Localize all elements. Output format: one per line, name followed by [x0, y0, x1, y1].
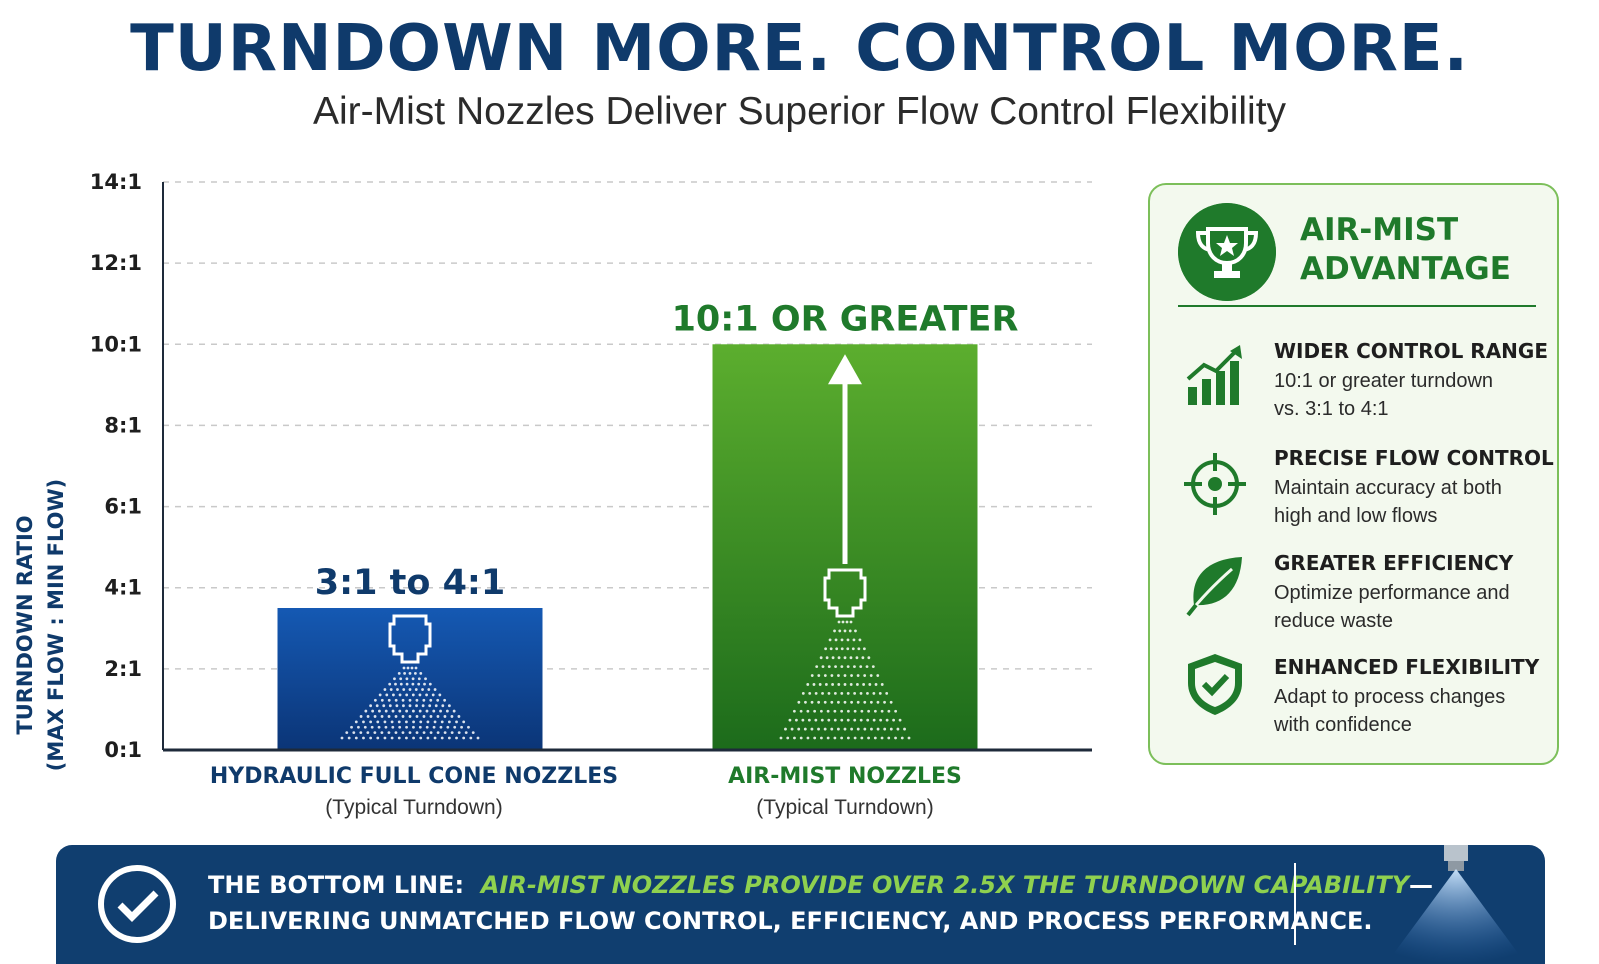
bottom-separator: [1294, 863, 1296, 945]
y-tick-label: 6:1: [104, 495, 142, 519]
feature-desc-flexibility: Adapt to process changes with confidence: [1274, 686, 1506, 736]
y-tick-label: 0:1: [104, 738, 142, 762]
air-mist-advantage-panel: AIR-MIST ADVANTAGE WIDER CONTROL RANGE 1…: [1148, 183, 1559, 765]
bar-hydraulic: [277, 608, 543, 750]
check-circle-icon: [98, 865, 176, 943]
up-arrow-icon: [828, 354, 862, 564]
feature-title-wider-range: WIDER CONTROL RANGE: [1274, 339, 1548, 363]
y-tick-label: 8:1: [104, 413, 142, 437]
x-category-sublabel: (Typical Turndown): [756, 796, 933, 819]
x-category-label: AIR-MIST NOZZLES: [728, 764, 962, 789]
nozzle-spray-icon: [340, 614, 480, 740]
feature-title-flexibility: ENHANCED FLEXIBILITY: [1274, 655, 1540, 679]
feature-title-efficiency: GREATER EFFICIENCY: [1274, 551, 1514, 575]
bottom-line-line2: DELIVERING UNMATCHED FLOW CONTROL, EFFIC…: [208, 907, 1373, 935]
target-icon: [1184, 453, 1246, 515]
feature-title-precise-flow: PRECISE FLOW CONTROL: [1274, 446, 1554, 470]
y-tick-label: 14:1: [90, 170, 142, 194]
panel-divider: [1178, 305, 1536, 307]
y-axis-label-line1: TURNDOWN RATIO: [13, 515, 37, 734]
nozzle-spray-icon: [779, 568, 911, 740]
bottom-line-dash: —: [1408, 871, 1433, 899]
panel-title-line2: ADVANTAGE: [1300, 251, 1511, 287]
y-axis-label-line2: (MAX FLOW : MIN FLOW): [44, 479, 68, 771]
y-tick-label: 2:1: [104, 657, 142, 681]
y-tick-label: 4:1: [104, 576, 142, 600]
bottom-line-banner: THE BOTTOM LINE: AIR-MIST NOZZLES PROVID…: [56, 845, 1545, 964]
y-tick-label: 12:1: [90, 251, 142, 275]
bottom-line-lead: THE BOTTOM LINE:: [208, 871, 465, 899]
feature-desc-precise-flow: Maintain accuracy at both high and low fl…: [1274, 477, 1502, 527]
turndown-bar-chart: 0:1 2:1 4:1 6:1 8:1 10:1 12:1 14:1 3:1 to 4:1 10…: [13, 170, 1092, 819]
x-category-label: HYDRAULIC FULL CONE NOZZLES: [210, 764, 618, 789]
bar-value-label: 3:1 to 4:1: [315, 563, 506, 603]
page-subtitle: Air-Mist Nozzles Deliver Superior Flow C…: [312, 90, 1287, 133]
bar-value-label: 10:1 OR GREATER: [672, 299, 1019, 339]
trophy-icon: [1178, 203, 1276, 301]
leaf-icon: [1186, 557, 1242, 617]
feature-desc-wider-range: 10:1 or greater turndown vs. 3:1 to 4:1: [1274, 370, 1494, 420]
y-tick-label: 10:1: [90, 332, 142, 356]
bottom-line-highlight: AIR-MIST NOZZLES PROVIDE OVER 2.5X THE T…: [480, 871, 1409, 899]
shield-check-icon: [1188, 654, 1242, 715]
page-title: TURNDOWN MORE. CONTROL MORE.: [130, 12, 1469, 86]
growth-chart-icon: [1186, 345, 1242, 405]
spray-nozzle-icon: [1386, 845, 1526, 964]
feature-desc-efficiency: Optimize performance and reduce waste: [1274, 582, 1510, 632]
x-category-sublabel: (Typical Turndown): [325, 796, 502, 819]
bottom-line-text: THE BOTTOM LINE: AIR-MIST NOZZLES PROVID…: [208, 867, 1433, 939]
panel-title: AIR-MIST ADVANTAGE: [1300, 211, 1540, 289]
panel-title-line1: AIR-MIST: [1300, 212, 1459, 248]
